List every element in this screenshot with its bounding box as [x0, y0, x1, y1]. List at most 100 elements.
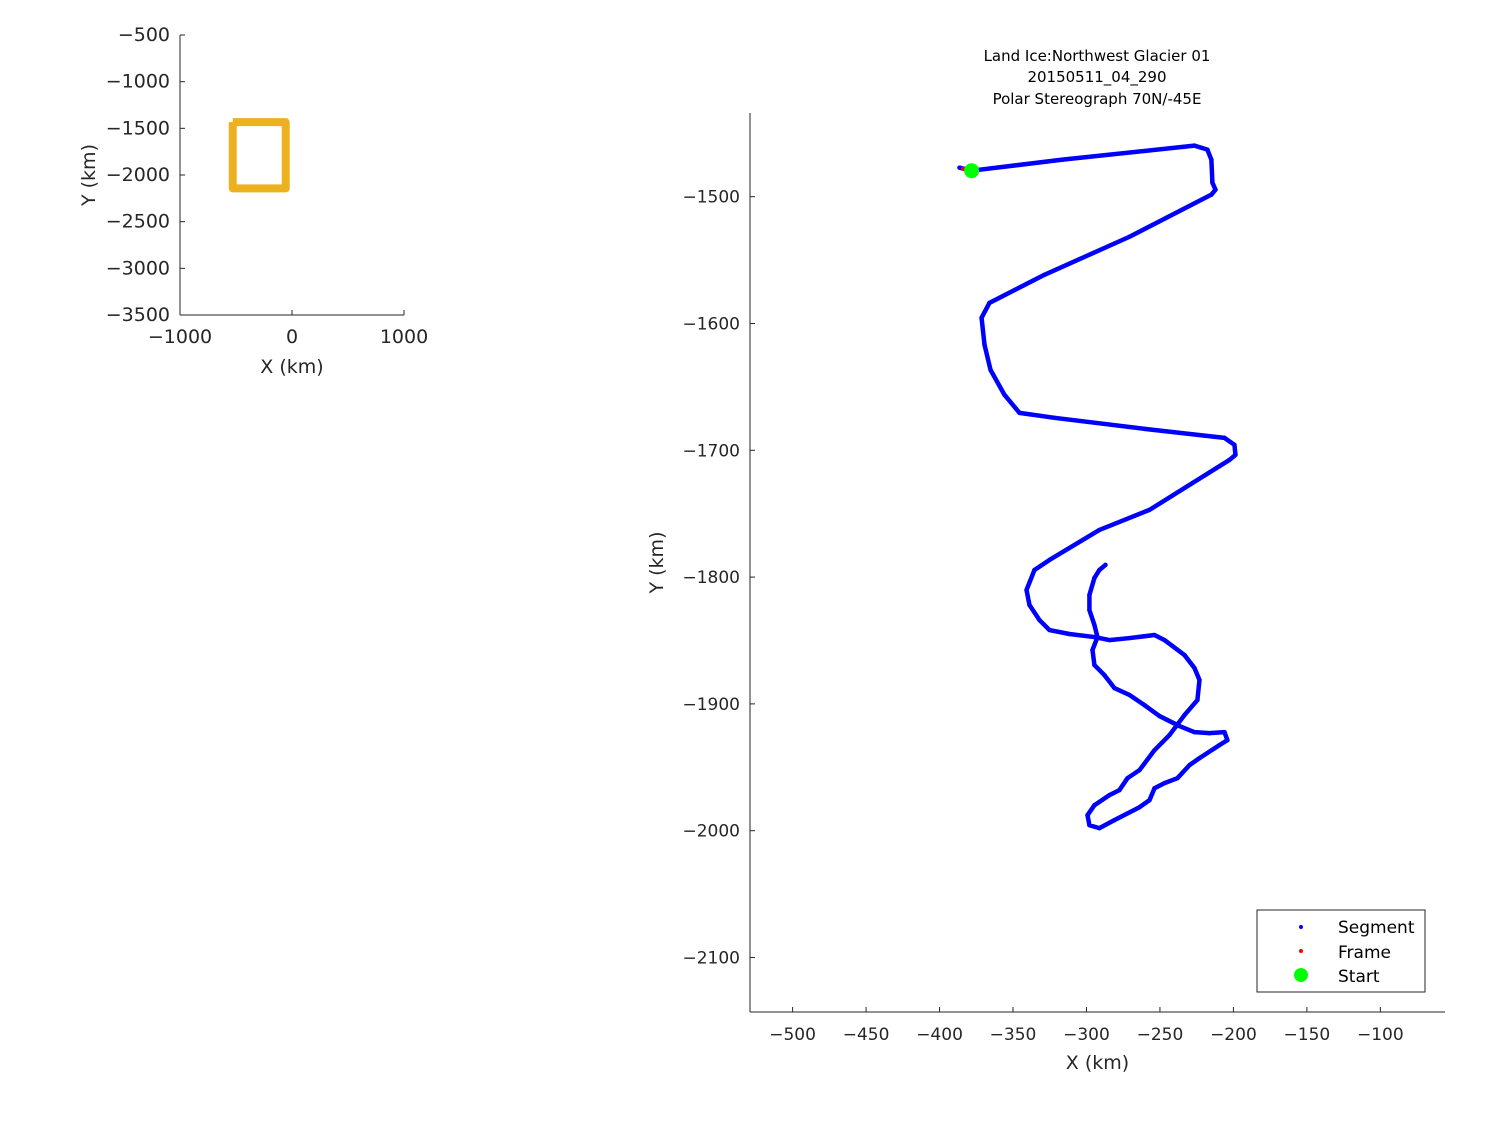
segment-point: [1002, 392, 1007, 398]
segment-point: [1127, 635, 1132, 641]
segment-point: [1205, 147, 1210, 152]
segment-point: [1102, 672, 1107, 678]
segment-point: [1060, 157, 1065, 162]
segment-point: [1027, 602, 1032, 608]
y-tick-label: −2500: [106, 211, 170, 233]
segment-point: [1127, 234, 1132, 239]
y-tick-label: −1500: [682, 188, 740, 208]
segment-point: [1032, 567, 1037, 573]
segment-point: [1117, 787, 1122, 793]
segment-point: [1097, 527, 1102, 533]
x-tick-label: 1000: [380, 326, 428, 348]
segment-point: [1147, 507, 1152, 513]
segment-point: [1142, 702, 1147, 708]
segment-point: [1192, 729, 1197, 735]
segment-point: [1107, 637, 1112, 643]
segment-point: [1209, 192, 1214, 197]
overview-axes: −1000 0 1000 −500 −1000 −1500 −2000 −2500 −3000 −…: [78, 24, 428, 378]
y-tick-label: −1700: [682, 441, 740, 461]
start-marker: [964, 163, 980, 179]
segment-point: [1017, 410, 1022, 416]
title-line-1: Land Ice:Northwest Glacier 01: [984, 47, 1211, 65]
segment-point: [1107, 792, 1112, 798]
segment-point: [1125, 775, 1130, 781]
title-line-3: Polar Stereograph 70N/-45E: [993, 90, 1202, 108]
segment-point: [1112, 685, 1117, 691]
segment-track: [957, 143, 1238, 831]
segment-point: [1092, 622, 1097, 628]
segment-point: [1222, 729, 1227, 735]
y-axis-label: Y (km): [78, 144, 100, 207]
segment-point: [1210, 180, 1215, 185]
y-tick-label: −1500: [106, 117, 170, 139]
x-tick-label: −350: [990, 1025, 1037, 1045]
segment-point: [1087, 607, 1092, 613]
y-tick-label: −2000: [106, 164, 170, 186]
segment-point: [979, 315, 984, 320]
segment-point: [1087, 823, 1092, 828]
x-tick-label: −300: [1063, 1025, 1110, 1045]
segment-point: [1052, 415, 1057, 421]
segment-point: [1090, 647, 1095, 653]
segment-point: [1087, 592, 1092, 598]
segment-point: [1137, 767, 1142, 773]
segment-point: [1147, 797, 1152, 803]
segment-point: [1217, 742, 1222, 748]
segment-point: [1167, 732, 1172, 738]
main-axes: Land Ice:Northwest Glacier 01 20150511_0…: [646, 47, 1445, 1074]
legend-segment-label: Segment: [1338, 918, 1415, 938]
segment-point: [1152, 632, 1157, 638]
segment-point: [1152, 786, 1157, 791]
segment-point: [1067, 631, 1072, 637]
segment-point: [1162, 637, 1167, 643]
segment-point: [1112, 817, 1117, 823]
segment-point: [1192, 143, 1197, 148]
segment-point: [1157, 713, 1162, 719]
segment-point: [1037, 617, 1042, 623]
segment-point: [1137, 805, 1142, 810]
segment-point: [1092, 575, 1097, 581]
x-axis-label: X (km): [1066, 1052, 1129, 1074]
y-tick-label: −3000: [106, 257, 170, 279]
segment-point: [1233, 452, 1238, 458]
segment-point: [1195, 697, 1200, 703]
segment-point: [1127, 692, 1132, 698]
segment-point: [1095, 634, 1100, 640]
segment-point: [1103, 562, 1108, 568]
segment-point: [1042, 272, 1047, 277]
y-tick-label: −1900: [682, 695, 740, 715]
segment-point: [1207, 730, 1212, 736]
x-tick-label: −250: [1137, 1025, 1184, 1045]
segment-point: [1213, 187, 1218, 192]
segment-point: [1232, 442, 1237, 448]
y-tick-label: −1800: [682, 568, 740, 588]
y-tick-label: −3500: [106, 304, 170, 326]
x-axis-label: X (km): [260, 356, 323, 378]
segment-point: [1162, 780, 1167, 786]
x-tick-label: −100: [1357, 1025, 1404, 1045]
x-tick-label: −500: [769, 1025, 816, 1045]
segment-point: [1227, 457, 1232, 463]
segment-point: [1085, 813, 1090, 818]
segment-point: [1182, 712, 1187, 718]
x-tick-label: −450: [843, 1025, 890, 1045]
segment-point: [1047, 627, 1052, 633]
segment-point: [1152, 747, 1157, 753]
segment-point: [1182, 652, 1187, 658]
segment-point: [1209, 157, 1214, 162]
segment-point: [1092, 662, 1097, 668]
legend-frame-marker: [1299, 949, 1303, 953]
legend-segment-marker: [1299, 925, 1303, 929]
extent-outline: [228, 118, 290, 193]
legend: Segment Frame Start: [1256, 909, 1426, 993]
legend-start-label: Start: [1338, 967, 1380, 987]
y-tick-label: −2000: [682, 822, 740, 842]
segment-point: [1047, 557, 1052, 563]
legend-frame-label: Frame: [1338, 943, 1391, 963]
y-axis-label: Y (km): [646, 532, 668, 595]
segment-point: [1177, 723, 1182, 729]
x-tick-label: −150: [1284, 1025, 1331, 1045]
segment-point: [1197, 755, 1202, 761]
segment-point: [1222, 435, 1227, 441]
